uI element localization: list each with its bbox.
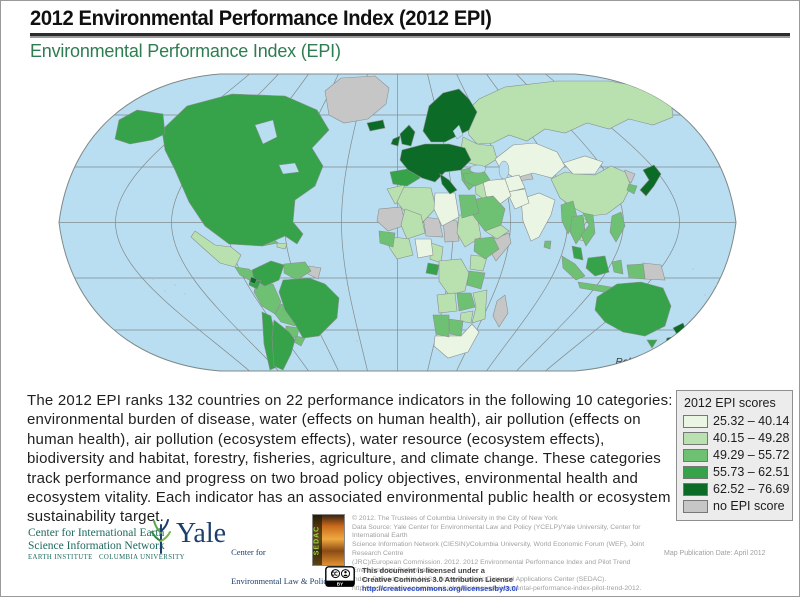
country-regions (114, 75, 718, 371)
world-choropleth-map: Robinson Projection (57, 73, 738, 372)
region-sri-lanka (543, 240, 552, 250)
region-niger (422, 216, 444, 238)
region-namibia (432, 314, 450, 338)
legend-row: no EPI score (683, 498, 786, 514)
sedac-label-strip: SEDAC (313, 515, 322, 565)
region-tanzania (466, 270, 486, 290)
cc-by-badge-icon: BY (325, 566, 355, 587)
credit-line: Science Information Network (CIESIN)/Col… (352, 541, 645, 557)
credit-line: (JRC)/European Commission. 2012. 2012 En… (352, 558, 631, 575)
hudson-bay (254, 119, 278, 145)
region-ethiopia (473, 236, 500, 260)
page-title: 2012 Environmental Performance Index (20… (30, 7, 492, 30)
region-venezuela (283, 261, 312, 281)
region-iceland (366, 119, 386, 132)
region-australia (594, 281, 672, 337)
legend-title: 2012 EPI scores (684, 396, 776, 410)
region-alaska (114, 109, 166, 145)
legend-row: 55.73 – 62.51 (683, 464, 789, 480)
legend-swatch-4 (683, 465, 708, 479)
projection-label: Robinson Projection (616, 357, 706, 368)
region-pakistan (506, 188, 530, 210)
legend-swatch-5 (683, 482, 708, 496)
legend-row: 40.15 – 49.28 (683, 430, 789, 446)
legend-row: 62.52 – 76.69 (683, 481, 789, 497)
region-nigeria (414, 238, 434, 259)
region-senegal-guinea (378, 230, 396, 248)
yale-wordmark: Yale (176, 518, 227, 549)
region-india (520, 192, 556, 242)
region-hispaniola (276, 242, 288, 250)
legend-swatch-3 (683, 448, 708, 462)
title-divider (30, 33, 790, 38)
license-block: BY This document is licensed under a Cre… (325, 566, 518, 593)
region-brazil (278, 277, 340, 339)
region-zimbabwe (459, 310, 474, 324)
region-scandinavia (422, 88, 478, 143)
region-vietnam (580, 212, 596, 247)
region-thailand (569, 214, 586, 245)
region-west-new-guinea (626, 263, 646, 280)
region-drc (438, 258, 470, 296)
legend-row: 25.32 – 40.14 (683, 413, 789, 429)
cc-license-link[interactable]: http://creativecommons.org/licenses/by/3… (362, 584, 518, 593)
region-mozambique (471, 289, 488, 324)
great-lakes (278, 162, 300, 175)
yale-tree-icon (151, 519, 171, 554)
legend-swatch-nodata (683, 499, 708, 513)
region-south-korea (626, 183, 638, 195)
svg-text:BY: BY (337, 581, 343, 586)
region-argentina (271, 319, 296, 371)
license-text: This document is licensed under a Creati… (362, 566, 518, 593)
yale-logo: Yale Center for Environmental Law & Poli… (150, 519, 331, 597)
region-malaysia (571, 245, 584, 261)
robinson-projection-map: Robinson Projection (58, 73, 737, 372)
region-sumatra (561, 255, 586, 281)
region-mongolia (562, 155, 604, 175)
legend-row: 49.29 – 55.72 (683, 447, 789, 463)
ciesin-logo: Center for International Earth Science I… (28, 527, 185, 561)
region-ireland (390, 135, 401, 147)
credit-line: Index. Palisades, NY: NASA Socioeconomic… (352, 575, 607, 583)
credit-line sedac-url[interactable]: http://sedac.ciesin.columbia.edu/data/se… (352, 584, 642, 592)
sedac-logo: SEDAC (312, 514, 345, 566)
region-italy (439, 173, 458, 195)
region-zambia (456, 292, 476, 312)
region-angola (436, 292, 458, 314)
credits-block: © 2012. The Trustees of Columbia Univers… (352, 515, 657, 593)
region-botswana (448, 318, 464, 337)
credit-line: Data Source: Yale Center for Environment… (352, 523, 641, 540)
region-costa-rica (249, 276, 258, 285)
black-sea (469, 164, 487, 174)
yale-dept: Center for Environmental Law & Policy (231, 547, 332, 586)
region-south-africa (433, 323, 480, 359)
region-greenland (324, 75, 390, 124)
baltic-sea (452, 124, 464, 140)
region-canada-usa (161, 93, 330, 247)
credit-line: © 2012. The Trustees of Columbia Univers… (352, 515, 558, 522)
region-russia (464, 80, 674, 145)
legend-swatch-1 (683, 414, 708, 428)
legend-swatch-2 (683, 431, 708, 445)
region-sulawesi (611, 259, 624, 275)
region-uk (399, 124, 416, 147)
region-egypt (458, 194, 480, 219)
region-algeria (396, 186, 437, 223)
region-borneo (585, 255, 610, 277)
pacific-islands (152, 268, 718, 342)
caspian-sea (498, 160, 510, 180)
region-mali (400, 208, 426, 240)
region-japan (639, 164, 662, 197)
publication-date: Map Publication Date: April 2012 (664, 550, 766, 557)
region-gabon (425, 262, 440, 276)
region-madagascar (492, 294, 509, 328)
region-wsahara-mauritania (376, 206, 407, 232)
region-tasmania (646, 339, 658, 349)
legend-box: 2012 EPI scores 25.32 – 40.14 40.15 – 49… (676, 390, 793, 521)
map-description: The 2012 EPI ranks 132 countries on 22 p… (27, 392, 673, 526)
map-subtitle: Environmental Performance Index (EPI) (30, 41, 341, 61)
region-philippines (609, 211, 626, 243)
region-western-europe (399, 143, 472, 183)
